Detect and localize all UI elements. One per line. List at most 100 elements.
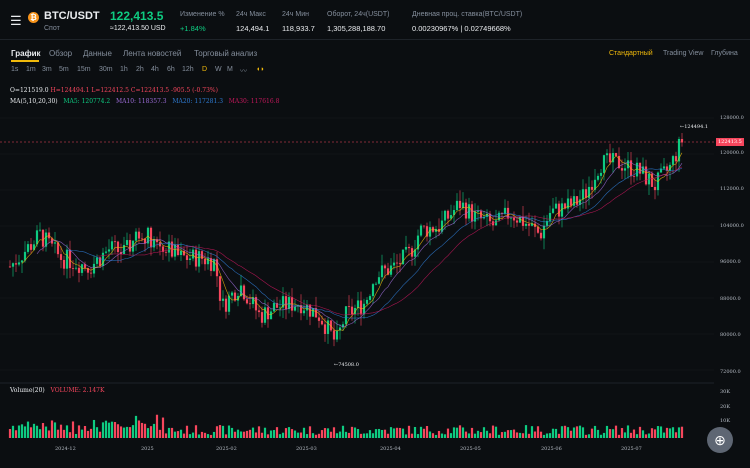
volume-bar bbox=[188, 434, 192, 438]
candle-body bbox=[284, 296, 288, 310]
volume-bar bbox=[470, 427, 474, 438]
candle-body bbox=[242, 285, 246, 300]
interval-3m[interactable]: 3m bbox=[42, 66, 52, 73]
view-standard[interactable]: Стандартный bbox=[609, 50, 653, 57]
volume-bar bbox=[473, 433, 477, 438]
volume-bar bbox=[53, 422, 57, 438]
volume-bar bbox=[248, 429, 252, 438]
candle-body bbox=[569, 198, 573, 206]
volume-bar bbox=[518, 432, 522, 438]
candle-body bbox=[23, 251, 27, 261]
line-chart-icon[interactable]: 〰 bbox=[240, 68, 247, 75]
interval-30m[interactable]: 30m bbox=[99, 66, 113, 73]
volume-bar bbox=[392, 428, 396, 438]
volume-bar bbox=[44, 426, 48, 438]
candle-body bbox=[437, 228, 441, 232]
interval-day[interactable]: D bbox=[202, 66, 208, 73]
interval-1m[interactable]: 1m bbox=[26, 66, 36, 73]
volume-bar bbox=[173, 431, 177, 438]
candle-body bbox=[662, 166, 666, 169]
menu-icon[interactable]: ☰ bbox=[10, 13, 22, 28]
volume-bar bbox=[212, 431, 216, 438]
volume-bar bbox=[554, 428, 558, 438]
candle-body bbox=[83, 264, 87, 268]
candle-body bbox=[599, 172, 603, 176]
candle-body bbox=[557, 203, 561, 217]
candle-body bbox=[518, 216, 522, 223]
interval-4h[interactable]: 4h bbox=[151, 66, 159, 73]
interval-week[interactable]: W bbox=[215, 66, 222, 73]
volume-bar bbox=[656, 426, 660, 438]
stat-turnover-label: Оборот, 24ч(USDT) bbox=[327, 11, 390, 18]
volume-bar bbox=[290, 429, 294, 438]
candle-body bbox=[128, 240, 132, 252]
interval-12h[interactable]: 12h bbox=[182, 66, 194, 73]
price-tick: 120000.0 bbox=[720, 150, 744, 156]
candle-body bbox=[476, 211, 480, 212]
candle-body bbox=[479, 211, 483, 219]
candle-body bbox=[203, 258, 207, 265]
tab-overview[interactable]: Обзор bbox=[49, 49, 73, 58]
volume-bar bbox=[302, 427, 306, 438]
volume-bar bbox=[47, 430, 51, 438]
volume-bar bbox=[503, 431, 507, 438]
price-chart[interactable] bbox=[0, 80, 750, 468]
low-marker-value: 74508.0 bbox=[338, 362, 359, 368]
volume-bar bbox=[203, 432, 207, 438]
candle-body bbox=[347, 306, 351, 308]
volume-bar bbox=[116, 424, 120, 438]
tab-chart[interactable]: График bbox=[11, 49, 41, 58]
time-tick: 2025-05 bbox=[460, 446, 481, 452]
candle-body bbox=[245, 299, 249, 304]
tab-analysis[interactable]: Торговый анализ bbox=[194, 49, 258, 58]
candle-body bbox=[122, 244, 126, 254]
interval-6h[interactable]: 6h bbox=[167, 66, 175, 73]
candle-body bbox=[503, 207, 507, 214]
candle-body bbox=[35, 230, 39, 245]
volume-bar bbox=[422, 428, 426, 438]
candle-body bbox=[53, 242, 57, 244]
volume-bar bbox=[23, 426, 27, 438]
interval-month[interactable]: M bbox=[227, 66, 233, 73]
interval-15m[interactable]: 15m bbox=[77, 66, 91, 73]
view-depth[interactable]: Глубина bbox=[711, 50, 738, 57]
volume-bar bbox=[281, 432, 285, 438]
pair-title[interactable]: BTC/USDT bbox=[44, 10, 100, 22]
candle-body bbox=[473, 211, 477, 222]
volume-bar bbox=[404, 434, 408, 438]
volume-bar bbox=[530, 426, 534, 438]
tab-data[interactable]: Данные bbox=[83, 49, 112, 58]
volume-tick: 10K bbox=[720, 418, 731, 424]
candle-body bbox=[281, 296, 285, 308]
volume-bar bbox=[452, 427, 456, 438]
volume-bar bbox=[122, 427, 126, 438]
candle-body bbox=[485, 213, 489, 217]
candle-body bbox=[32, 244, 36, 250]
volume-bar bbox=[509, 430, 513, 438]
interval-1h[interactable]: 1h bbox=[120, 66, 128, 73]
candle-body bbox=[530, 223, 534, 226]
stat-high-label: 24ч Макс bbox=[236, 11, 266, 18]
volume-bar bbox=[674, 432, 678, 438]
volume-bar bbox=[335, 433, 339, 438]
interval-2h[interactable]: 2h bbox=[136, 66, 144, 73]
interval-5m[interactable]: 5m bbox=[59, 66, 69, 73]
volume-bar bbox=[467, 433, 471, 438]
candle-body bbox=[20, 260, 24, 263]
volume-bar bbox=[626, 425, 630, 438]
candle-body bbox=[380, 265, 384, 278]
candle-body bbox=[134, 231, 138, 241]
ohlc-high: H=124494.1 bbox=[50, 87, 90, 94]
volume-bar bbox=[545, 433, 549, 438]
indicator-icon[interactable]: ◖◗ bbox=[256, 66, 265, 73]
time-tick: 2025-07 bbox=[621, 446, 642, 452]
volume-bar bbox=[425, 425, 429, 438]
volume-bar bbox=[377, 428, 381, 438]
candle-body bbox=[593, 179, 597, 190]
view-tradingview[interactable]: Trading View bbox=[663, 50, 704, 57]
interval-1s[interactable]: 1s bbox=[11, 66, 19, 73]
volume-bar bbox=[89, 428, 93, 438]
zoom-in-icon[interactable]: ⊕ bbox=[707, 427, 733, 453]
ma-label: MA(5,10,20,30) bbox=[10, 98, 58, 105]
tab-news[interactable]: Лента новостей bbox=[123, 49, 182, 58]
